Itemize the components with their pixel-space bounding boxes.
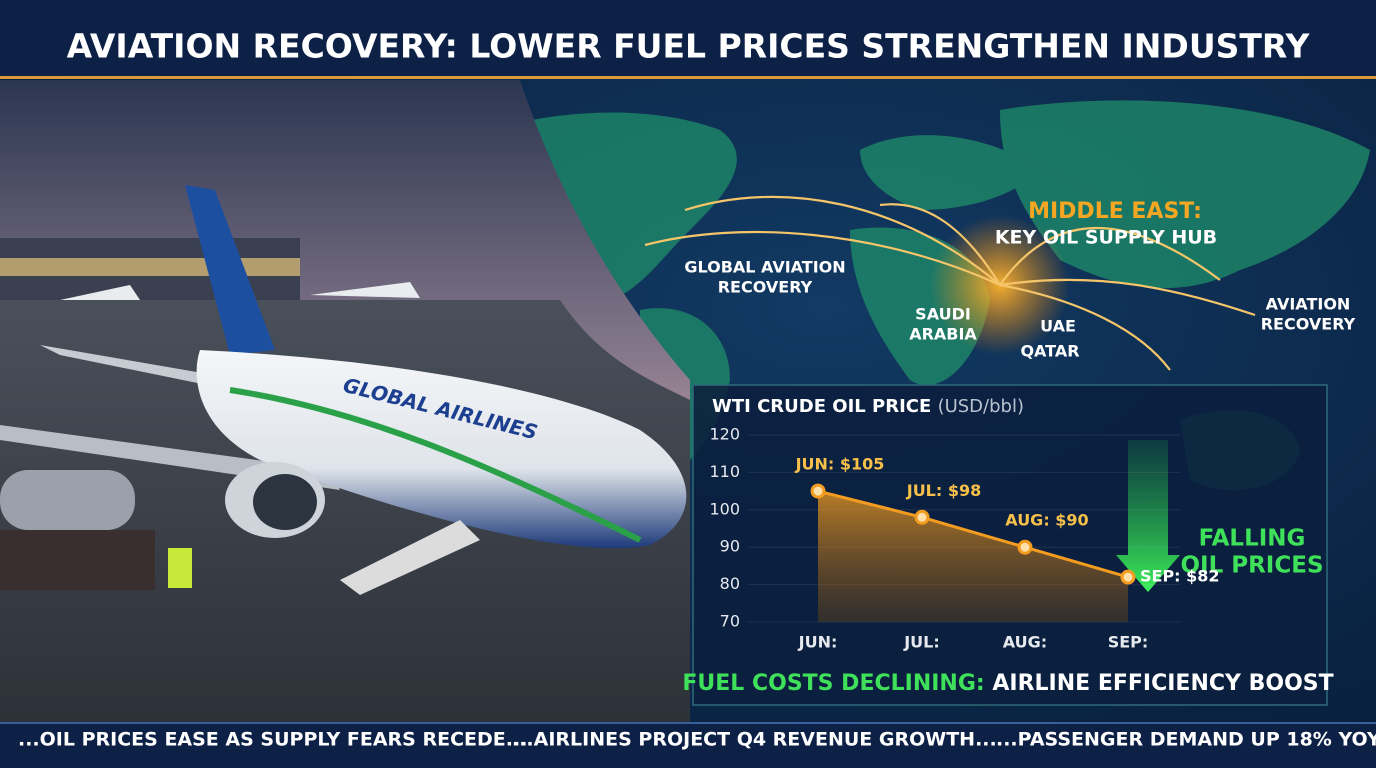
map-label: AVIATION (1266, 295, 1351, 314)
chart-title-main: WTI CRUDE OIL PRICE (712, 396, 931, 417)
ticker-item: ...PASSENGER DEMAND UP 18% YOY... (996, 729, 1376, 751)
map-label: UAE (1040, 317, 1076, 336)
point (1017, 539, 1033, 555)
map-labels: MIDDLE EAST: KEY OIL SUPPLY HUB GLOBAL A… (684, 199, 1355, 361)
down-arrow (1116, 440, 1180, 592)
page-title: AVIATION RECOVERY: LOWER FUEL PRICES STR… (67, 27, 1311, 66)
hub-subtitle: KEY OIL SUPPLY HUB (995, 227, 1217, 249)
annotation: FALLING (1199, 526, 1306, 552)
point (1120, 569, 1136, 585)
route-arrows (644, 195, 1256, 371)
x-tick-label: JUN: (798, 633, 838, 652)
y-tick-label: 120 (709, 425, 740, 444)
y-tick-label: 90 (720, 537, 740, 556)
y-tick-label: 100 (709, 499, 740, 518)
ticker-rule (0, 722, 1376, 724)
x-tick-label: AUG: (1003, 633, 1047, 652)
annotation: OIL PRICES (1180, 553, 1323, 579)
ticker-bar (0, 722, 1376, 768)
ticker-item: ...AIRLINES PROJECT Q4 REVENUE GROWTH... (512, 729, 997, 751)
value-label: AUG: $90 (1005, 511, 1088, 530)
y-tick-label: 110 (709, 462, 740, 481)
map-label: QATAR (1020, 342, 1079, 361)
y-tick-label: 80 (720, 574, 740, 593)
map-label: RECOVERY (718, 278, 813, 297)
chart-footer: FUEL COSTS DECLINING: AIRLINE EFFICIENCY… (682, 671, 1333, 696)
map-label: SAUDI (915, 305, 971, 324)
header-rule (0, 76, 1376, 79)
point (914, 509, 930, 525)
value-label: JUN: $105 (795, 455, 885, 474)
airport-photo (0, 80, 690, 722)
footer-highlight: FUEL COSTS DECLINING: (682, 671, 984, 696)
line (817, 489, 1129, 579)
plot-area: 70 80 90 100 110 120 JUN: JUL: AUG: SEP: JUN: $105… (709, 425, 1219, 652)
value-label: JUL: $98 (906, 481, 982, 500)
x-tick-label: SEP: (1108, 633, 1149, 652)
y-tick-label: 70 (720, 612, 740, 631)
x-tick-label: JUL: (903, 633, 940, 652)
header-bar (0, 0, 1376, 78)
point (810, 483, 826, 499)
map-label: RECOVERY (1261, 315, 1356, 334)
footer-text: AIRLINE EFFICIENCY BOOST (992, 671, 1333, 696)
value-label: SEP: $82 (1140, 567, 1220, 586)
ticker-item: ...OIL PRICES EASE AS SUPPLY FEARS RECED… (18, 729, 527, 751)
map-label: GLOBAL AVIATION (684, 258, 845, 277)
chart-title: WTI CRUDE OIL PRICE (USD/bbl) (712, 396, 1024, 417)
area (818, 491, 1128, 622)
hub-title: MIDDLE EAST: (1028, 199, 1202, 224)
map-label: ARABIA (909, 325, 977, 344)
chart-unit: (USD/bbl) (938, 396, 1024, 417)
